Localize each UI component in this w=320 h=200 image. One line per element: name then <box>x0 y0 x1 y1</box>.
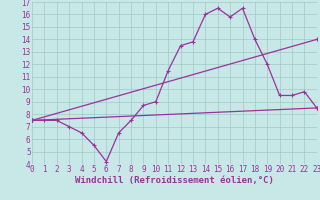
X-axis label: Windchill (Refroidissement éolien,°C): Windchill (Refroidissement éolien,°C) <box>75 176 274 185</box>
